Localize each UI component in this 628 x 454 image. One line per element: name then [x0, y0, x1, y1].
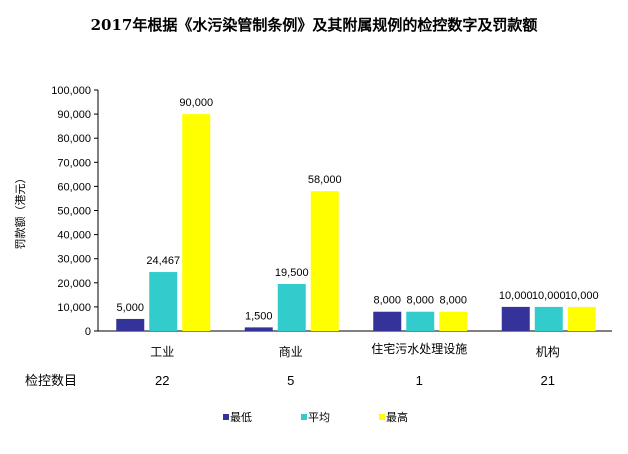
category-label: 机构: [536, 344, 560, 359]
data-label: 8,000: [439, 295, 467, 307]
bar: [439, 311, 468, 331]
category-label: 住宅污水处理设施: [371, 341, 467, 356]
prosecution-count: 21: [541, 373, 555, 388]
y-tick-label: 30,000: [57, 254, 91, 266]
prosecution-count: 5: [287, 373, 294, 388]
y-tick-label: 20,000: [57, 278, 91, 290]
chart-title: 2017年根据《水污染管制条例》及其附属规例的检控数字及罚款额: [91, 16, 538, 34]
y-tick-label: 70,000: [57, 157, 91, 169]
data-label: 90,000: [179, 97, 213, 109]
bar: [310, 191, 339, 331]
y-tick-label: 50,000: [57, 206, 91, 218]
legend-label: 平均: [308, 411, 330, 424]
category-label: 商业: [279, 344, 303, 359]
prosecution-label: 检控数目: [25, 373, 77, 388]
data-label: 10,000: [499, 290, 533, 302]
y-tick-label: 80,000: [57, 133, 91, 145]
data-label: 5,000: [116, 302, 144, 314]
legend-swatch: [301, 414, 307, 420]
prosecution-count: 22: [155, 373, 169, 388]
legend-label: 最低: [230, 411, 252, 424]
y-tick-label: 0: [85, 326, 91, 338]
data-label: 19,500: [275, 267, 309, 279]
category-label: 工业: [150, 345, 174, 359]
bar: [244, 327, 273, 331]
bar: [149, 272, 178, 331]
y-tick-label: 40,000: [57, 230, 91, 242]
bar: [182, 114, 211, 331]
bar: [406, 311, 435, 331]
y-axis-label: 罚款额（港元）: [13, 173, 27, 250]
data-label: 10,000: [532, 290, 566, 302]
legend-swatch: [223, 414, 229, 420]
y-tick-label: 10,000: [57, 302, 91, 314]
bar: [116, 318, 145, 331]
data-label: 24,467: [146, 255, 180, 267]
legend-label: 最高: [386, 410, 408, 424]
legend-swatch: [379, 414, 385, 420]
prosecution-count: 1: [416, 373, 423, 388]
data-label: 8,000: [373, 295, 401, 307]
data-label: 8,000: [406, 295, 434, 307]
bar: [567, 306, 596, 331]
bar: [277, 284, 306, 331]
bar: [501, 306, 530, 331]
data-label: 58,000: [308, 174, 342, 186]
y-tick-label: 90,000: [57, 109, 91, 121]
data-label: 10,000: [565, 290, 599, 302]
y-tick-label: 100,000: [51, 85, 91, 97]
data-label: 1,500: [245, 310, 273, 322]
bar: [373, 311, 402, 331]
bar: [534, 306, 563, 331]
y-tick-label: 60,000: [57, 181, 91, 193]
